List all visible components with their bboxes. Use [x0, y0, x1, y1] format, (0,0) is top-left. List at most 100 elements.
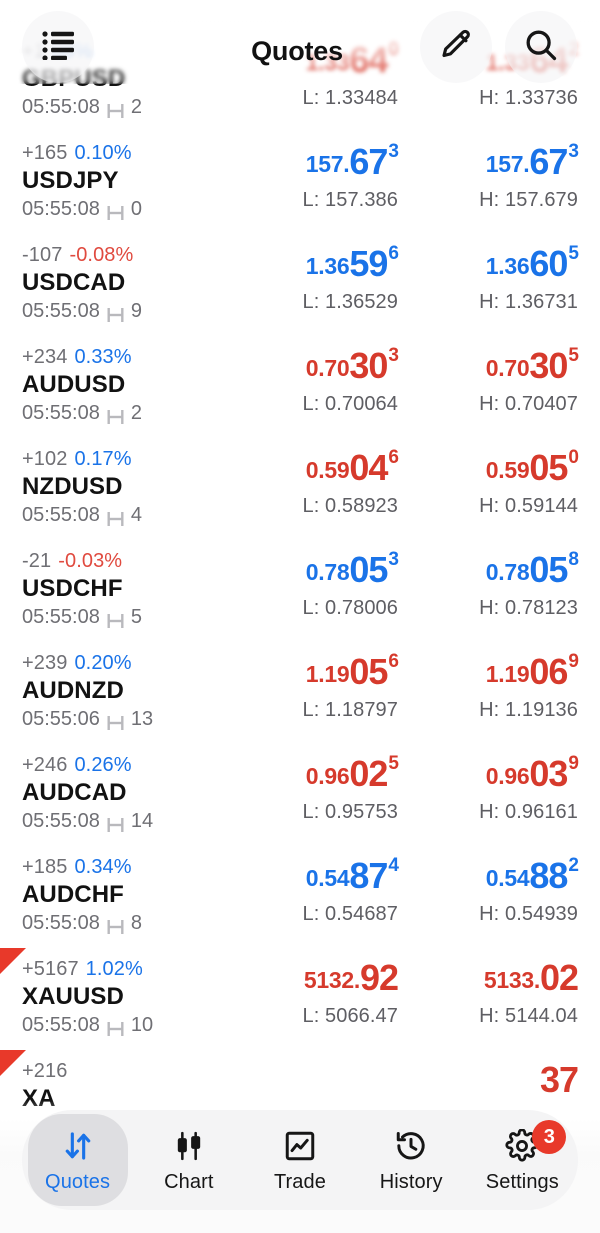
quote-time: 05:55:08	[22, 809, 100, 832]
day-high: H: 0.78123	[479, 597, 578, 619]
change-points: +185	[22, 856, 68, 878]
menu-button[interactable]	[22, 11, 94, 83]
bid-price: 5132. 92	[304, 960, 399, 996]
pencil-icon	[438, 27, 474, 68]
spread-icon	[107, 611, 124, 629]
bid-price: 0.78 05 3	[306, 549, 399, 588]
quote-time: 05:55:08	[22, 299, 100, 322]
quote-meta: 05:55:08 4	[22, 504, 142, 527]
change-points: -107	[22, 244, 63, 266]
quote-info: +234 0.33% AUDUSD 05:55:08 2	[22, 344, 142, 425]
quote-row[interactable]: +5167 1.02% XAUUSD 05:55:08 10 5132. 92 L: 5066…	[0, 948, 600, 1050]
ask-price-fraction: 0	[568, 447, 579, 468]
price-columns: 157. 67 3 L: 157.386 157. 67 3 H: 157.679	[242, 140, 579, 212]
nav-item-quotes[interactable]: Quotes	[27, 1114, 128, 1206]
price-columns: 0.78 05 3 L: 0.78006 0.78 05 8 H: 0.78123	[242, 548, 579, 620]
quote-row[interactable]: +216 XA 37	[0, 1050, 600, 1152]
ask-price: 1.19 06 9	[486, 652, 579, 690]
spread-value: 13	[130, 707, 154, 730]
candlestick-icon	[172, 1127, 206, 1165]
nav-item-history[interactable]: History	[361, 1114, 461, 1206]
list-icon	[41, 30, 75, 65]
quote-meta: 05:55:08 0	[22, 198, 142, 221]
quote-info: +239 0.20% AUDNZD 05:55:06 13	[22, 650, 153, 731]
ask-price-cell[interactable]: 1.19 06 9 H: 1.19136	[422, 652, 579, 722]
bid-price-cell[interactable]: 0.59 04 6 L: 0.58923	[242, 448, 399, 518]
search-button[interactable]	[505, 11, 577, 83]
bid-price-cell[interactable]: 1.19 05 6 L: 1.18797	[242, 652, 399, 722]
bid-price-cell[interactable]: 0.96 02 5 L: 0.95753	[242, 754, 399, 824]
ask-price-cell[interactable]: 5133. 02 H: 5144.04	[422, 960, 579, 1028]
spread-icon	[107, 101, 124, 119]
favorite-flag-icon	[0, 1050, 26, 1076]
change-points: +239	[22, 652, 68, 674]
day-low: L: 0.95753	[302, 801, 398, 823]
change-points: +216	[22, 1060, 68, 1082]
quote-meta: 05:55:08 14	[22, 810, 153, 833]
bid-price-integer: 1.36	[305, 253, 350, 279]
quote-row[interactable]: +165 0.10% USDJPY 05:55:08 0 157. 67 3 L: 157.38…	[0, 132, 600, 234]
quote-row[interactable]: +246 0.26% AUDCAD 05:55:08 14 0.96 02 5 L: 0.957…	[0, 744, 600, 846]
quote-row[interactable]: +239 0.20% AUDNZD 05:55:06 13 1.19 05 6 L: 1.187…	[0, 642, 600, 744]
bid-price-integer: 0.70	[305, 355, 350, 381]
bid-price: 1.19 05 6	[306, 652, 399, 690]
nav-item-chart[interactable]: Chart	[139, 1114, 239, 1206]
price-columns: 0.70 30 3 L: 0.70064 0.70 30 5 H: 0.70407	[242, 344, 579, 416]
ask-price-fraction: 8	[568, 549, 579, 570]
change-points: +165	[22, 142, 68, 164]
change-percent: 0.34%	[74, 856, 132, 878]
bid-price-cell[interactable]: 157. 67 3 L: 157.386	[242, 142, 399, 212]
symbol-name: AUDCAD	[22, 779, 127, 806]
bid-price-cell[interactable]: 1.33 64 0 L: 1.33484	[242, 40, 399, 110]
change-points: +5167	[22, 958, 79, 980]
bid-price-cell[interactable]: 0.70 30 3 L: 0.70064	[242, 345, 399, 416]
ask-price-cell[interactable]: 0.70 30 5 H: 0.70407	[422, 346, 579, 416]
bid-price-cell[interactable]: 0.78 05 3 L: 0.78006	[242, 549, 399, 620]
ask-price-cell[interactable]: 37	[422, 1062, 579, 1107]
ask-price-integer: 0.78	[485, 559, 530, 585]
quote-row[interactable]: +102 0.17% NZDUSD 05:55:08 4 0.59 04 6 L: 0.5892…	[0, 438, 600, 540]
bid-price-fraction: 6	[388, 243, 399, 264]
price-columns: 1.36 59 6 L: 1.36529 1.36 60 5 H: 1.36731	[242, 242, 579, 314]
ask-price-cell[interactable]: 0.59 05 0 H: 0.59144	[422, 447, 579, 518]
nav-item-trade[interactable]: Trade	[250, 1114, 350, 1206]
quote-row[interactable]: +185 0.34% AUDCHF 05:55:08 8 0.54 87 4 L: 0.5468…	[0, 846, 600, 948]
spread-icon	[107, 203, 124, 221]
quote-meta: 05:55:08 10	[22, 1014, 153, 1037]
quote-row[interactable]: -107 -0.08% USDCAD 05:55:08 9 1.36 59 6 L: 1.365…	[0, 234, 600, 336]
bid-price-cell[interactable]: 5132. 92 L: 5066.47	[242, 960, 399, 1028]
edit-button[interactable]	[420, 11, 492, 83]
ask-price-integer: 0.96	[485, 763, 530, 789]
nav-label: History	[379, 1170, 443, 1193]
bid-price-fraction: 3	[388, 549, 399, 570]
symbol-name: USDCHF	[22, 575, 123, 602]
ask-price-cell[interactable]: 0.96 03 9 H: 0.96161	[422, 754, 579, 824]
spread-value: 4	[130, 503, 142, 526]
change-percent: 0.26%	[74, 754, 132, 776]
day-low: L: 1.36529	[302, 291, 398, 313]
notification-badge: 3	[532, 1120, 567, 1154]
bid-price-fraction: 4	[388, 855, 399, 876]
bottom-navigation[interactable]: Quotes Chart Trade History Settings 3	[22, 1110, 578, 1210]
quote-row[interactable]: +234 0.33% AUDUSD 05:55:08 2 0.70 30 3 L: 0.7006…	[0, 336, 600, 438]
quote-row[interactable]: 05:L: 1.1602H: 4	[0, 0, 600, 30]
nav-item-settings[interactable]: Settings 3	[472, 1114, 572, 1206]
ask-price-cell[interactable]: 157. 67 3 H: 157.679	[422, 142, 579, 212]
bid-price-integer: 0.96	[305, 763, 350, 789]
quote-row[interactable]: -21 -0.03% USDCHF 05:55:08 5 0.78 05 3 L: 0.7800…	[0, 540, 600, 642]
bid-price-major: 30	[349, 345, 388, 386]
quote-info: +102 0.17% NZDUSD 05:55:08 4	[22, 446, 142, 527]
spread-icon	[107, 713, 124, 731]
quote-time: 05:55:08	[22, 401, 100, 424]
bid-price-cell[interactable]: 0.54 87 4 L: 0.54687	[242, 855, 399, 926]
ask-price-major: 60	[529, 243, 568, 284]
ask-price-cell[interactable]: 0.54 88 2 H: 0.54939	[422, 856, 579, 926]
change-line: +216	[22, 1060, 74, 1083]
day-high: H: 1.33736	[479, 87, 578, 109]
ask-price-cell[interactable]: 0.78 05 8 H: 0.78123	[422, 549, 579, 620]
quote-time: 05:55:08	[22, 1013, 100, 1036]
ask-price-cell[interactable]: 1.36 60 5 H: 1.36731	[422, 243, 579, 314]
bid-price-cell[interactable]: 1.36 59 6 L: 1.36529	[242, 243, 399, 314]
day-high: H: 0.96161	[479, 801, 578, 823]
